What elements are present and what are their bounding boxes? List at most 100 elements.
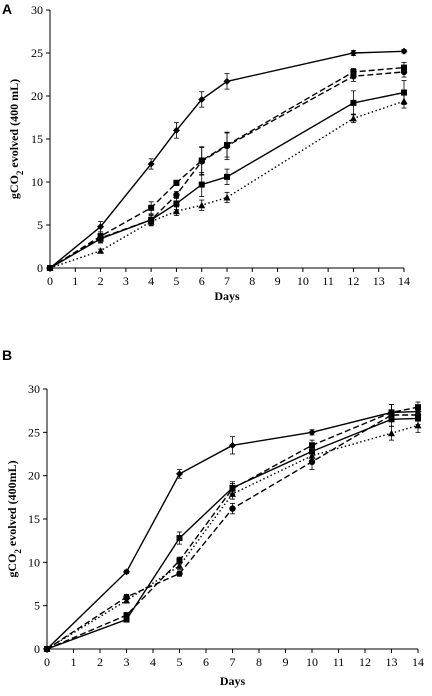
- x-tick-label: 1: [72, 274, 78, 288]
- data-point-triangle: [97, 247, 105, 254]
- y-axis-title-rest: evolved (400 mL): [7, 79, 21, 171]
- data-point-triangle: [46, 264, 54, 271]
- x-tick-label: 13: [373, 274, 385, 288]
- data-point-square: [148, 204, 155, 211]
- series-line: [46, 424, 419, 650]
- data-point-triangle: [223, 193, 231, 201]
- y-axis-title-rest: evolved (400mL): [5, 460, 19, 549]
- data-point-diamond: [229, 441, 236, 449]
- x-tick-label: 10: [297, 274, 309, 288]
- data-point-diamond: [97, 223, 105, 231]
- y-tick-label: 20: [28, 469, 40, 483]
- data-point-diamond: [349, 49, 357, 57]
- x-tick-label: 8: [249, 274, 255, 288]
- y-axis-title: gCO2 evolved (400mL): [5, 460, 23, 577]
- data-point-triangle: [176, 562, 183, 569]
- data-point-square: [309, 442, 315, 449]
- data-point-triangle: [388, 429, 395, 437]
- data-point-circle: [414, 411, 422, 419]
- data-point-square: [198, 181, 205, 188]
- data-point-diamond: [308, 428, 316, 436]
- x-tick-label: 7: [224, 274, 230, 288]
- data-point-circle: [173, 191, 180, 199]
- x-tick-label: 6: [199, 274, 205, 288]
- x-tick-label: 5: [177, 655, 183, 669]
- x-tick-label: 13: [386, 655, 398, 669]
- x-tick-label: 8: [256, 655, 262, 669]
- y-axis-title-main: gCO: [7, 175, 21, 199]
- data-point-square: [176, 535, 183, 542]
- y-tick-label: 5: [37, 218, 43, 232]
- x-tick-label: 4: [150, 655, 156, 669]
- x-tick-label: 1: [71, 655, 77, 669]
- data-point-circle: [350, 73, 357, 80]
- x-tick-label: 0: [44, 655, 50, 669]
- x-axis-title: Days: [214, 289, 240, 303]
- series-line: [49, 66, 405, 269]
- x-axis-title: Days: [220, 674, 246, 688]
- data-point-square: [176, 557, 183, 564]
- x-tick-label: 10: [306, 655, 318, 669]
- series-5: [43, 418, 422, 652]
- x-tick-label: 14: [412, 655, 424, 669]
- data-point-square: [350, 99, 357, 106]
- y-tick-label: 30: [28, 382, 40, 396]
- data-point-diamond: [176, 470, 183, 478]
- x-tick-label: 14: [398, 274, 410, 288]
- x-tick-label: 12: [359, 655, 371, 669]
- y-tick-label: 20: [31, 89, 43, 103]
- data-point-triangle: [147, 218, 155, 225]
- series-line: [49, 100, 405, 269]
- series-line: [49, 50, 405, 269]
- x-tick-label: 5: [173, 274, 179, 288]
- x-tick-label: 9: [275, 274, 281, 288]
- data-point-triangle: [229, 490, 236, 497]
- x-tick-label: 12: [347, 274, 359, 288]
- data-point-triangle: [308, 452, 316, 459]
- x-tick-label: 4: [148, 274, 154, 288]
- series-line: [49, 91, 405, 269]
- data-point-square: [173, 200, 180, 207]
- y-axis-title-subscript: 2: [15, 170, 25, 175]
- y-axis-title-main: gCO: [5, 554, 19, 578]
- data-point-circle: [229, 505, 236, 512]
- y-tick-label: 10: [28, 555, 40, 569]
- y-tick-label: 5: [34, 599, 40, 613]
- x-tick-label: 6: [203, 655, 209, 669]
- panel-letter-b: B: [2, 347, 12, 363]
- y-tick-label: 25: [31, 46, 43, 60]
- data-point-triangle: [414, 421, 422, 429]
- data-point-diamond: [147, 160, 155, 168]
- x-tick-label: 11: [322, 274, 334, 288]
- data-point-triangle: [400, 97, 408, 105]
- data-point-square: [401, 89, 407, 96]
- series-5: [46, 93, 408, 271]
- y-tick-label: 10: [31, 175, 43, 189]
- data-point-diamond: [123, 568, 130, 576]
- data-point-diamond: [223, 77, 231, 85]
- x-tick-label: 2: [98, 274, 104, 288]
- y-tick-label: 15: [28, 512, 40, 526]
- x-tick-label: 11: [333, 655, 345, 669]
- data-point-square: [415, 404, 421, 411]
- data-point-square: [224, 173, 230, 180]
- y-tick-label: 0: [34, 642, 40, 656]
- y-tick-label: 25: [28, 425, 40, 439]
- x-tick-label: 3: [124, 655, 130, 669]
- data-point-triangle: [123, 596, 130, 604]
- data-point-diamond: [198, 95, 206, 103]
- y-axis-title: gCO2 evolved (400 mL): [7, 79, 25, 199]
- data-point-circle: [198, 158, 205, 165]
- y-axis-title-subscript: 2: [13, 549, 23, 554]
- data-point-triangle: [198, 201, 206, 209]
- x-tick-label: 0: [47, 274, 53, 288]
- data-point-triangle: [349, 114, 357, 122]
- data-point-square: [173, 179, 180, 186]
- data-point-square: [123, 616, 130, 623]
- data-point-circle: [223, 142, 231, 150]
- data-point-circle: [176, 570, 183, 577]
- data-point-diamond: [400, 47, 408, 55]
